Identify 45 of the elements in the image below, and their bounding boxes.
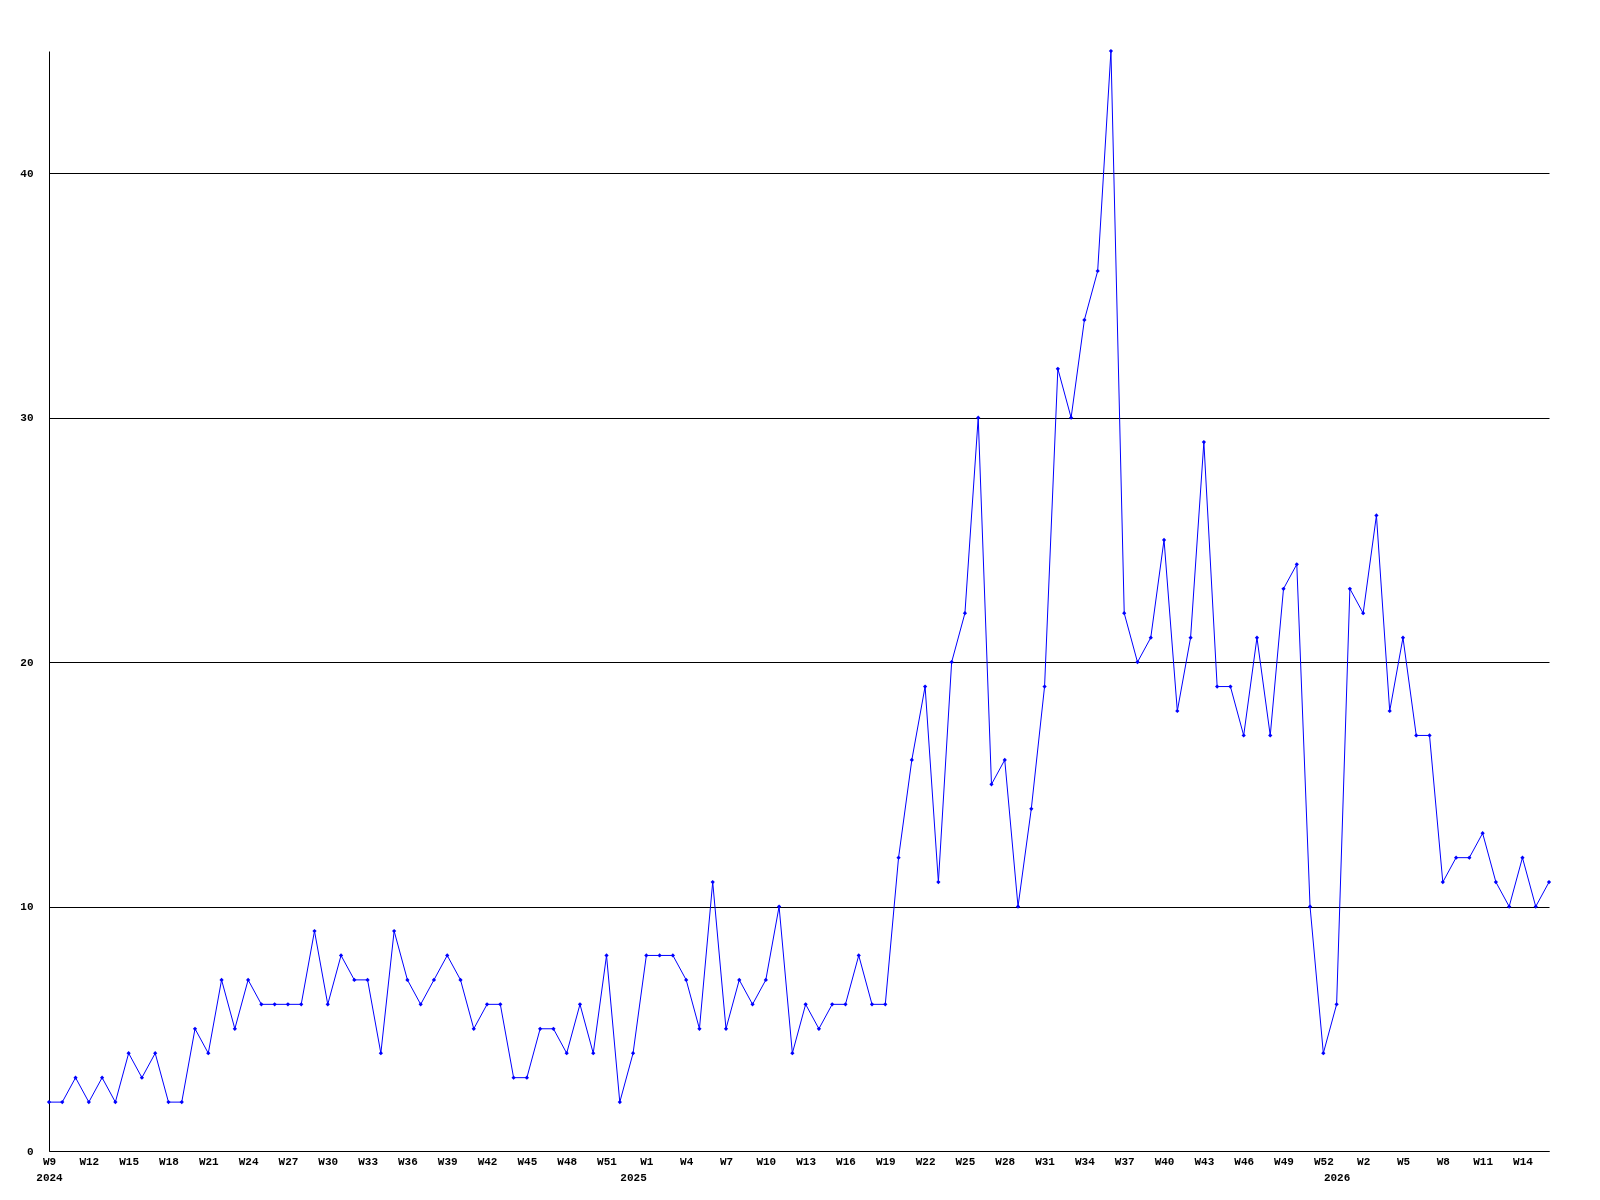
x-tick-label: W16 <box>836 1155 856 1168</box>
x-tick-label: W18 <box>159 1155 180 1168</box>
x-tick-label: W33 <box>358 1155 379 1168</box>
x-tick-label: W25 <box>955 1155 976 1168</box>
x-tick-label: W2 <box>1357 1155 1371 1168</box>
x-tick-label: W40 <box>1154 1155 1175 1168</box>
x-tick-label: W45 <box>517 1155 538 1168</box>
x-tick-label: W30 <box>318 1155 339 1168</box>
y-tick-label: 40 <box>20 167 34 180</box>
x-tick-label: W22 <box>915 1155 936 1168</box>
x-tick-label: W39 <box>437 1155 458 1168</box>
x-tick-label: W46 <box>1234 1155 1255 1168</box>
x-tick-label: W43 <box>1194 1155 1215 1168</box>
x-tick-label: W9 2024 <box>36 1155 64 1184</box>
x-tick-label: W14 <box>1513 1155 1534 1168</box>
x-tick-label: W21 <box>198 1155 220 1168</box>
x-tick-label: 2025 <box>620 1171 648 1184</box>
x-tick-label: W27 <box>278 1155 299 1168</box>
x-tick-label: W36 <box>398 1155 418 1168</box>
x-tick-label: W34 <box>1074 1155 1096 1168</box>
x-tick-label: W4 <box>680 1155 694 1168</box>
x-tick-label: W12 <box>79 1155 100 1168</box>
x-tick-label: W31 <box>1035 1155 1056 1168</box>
x-tick-label: W1 <box>640 1155 654 1168</box>
x-tick-label: W11 <box>1473 1155 1494 1168</box>
x-tick-label: W52 <box>1313 1155 1334 1168</box>
x-tick-label: W19 <box>875 1155 896 1168</box>
y-tick-label: 30 <box>20 412 34 425</box>
x-tick-label: W5 <box>1396 1155 1411 1168</box>
y-tick-label: 0 <box>26 1145 34 1158</box>
x-tick-label: W51 <box>597 1155 618 1168</box>
x-tick-label: W15 <box>119 1155 140 1168</box>
y-tick-label: 10 <box>20 901 34 914</box>
x-tick-label: W37 <box>1114 1155 1135 1168</box>
x-tick-label: 2026 <box>1323 1171 1351 1184</box>
x-tick-label: W10 <box>756 1155 777 1168</box>
x-tick-label: W7 <box>719 1155 734 1168</box>
x-tick-label: W48 <box>557 1155 578 1168</box>
x-tick-label: W13 <box>796 1155 817 1168</box>
x-tick-label: W28 <box>995 1155 1016 1168</box>
x-tick-label: W8 <box>1436 1155 1451 1168</box>
x-tick-label: W24 <box>238 1155 259 1168</box>
x-tick-label: W42 <box>477 1155 498 1168</box>
y-tick-label: 20 <box>20 656 34 669</box>
x-tick-label: W49 <box>1274 1155 1294 1168</box>
